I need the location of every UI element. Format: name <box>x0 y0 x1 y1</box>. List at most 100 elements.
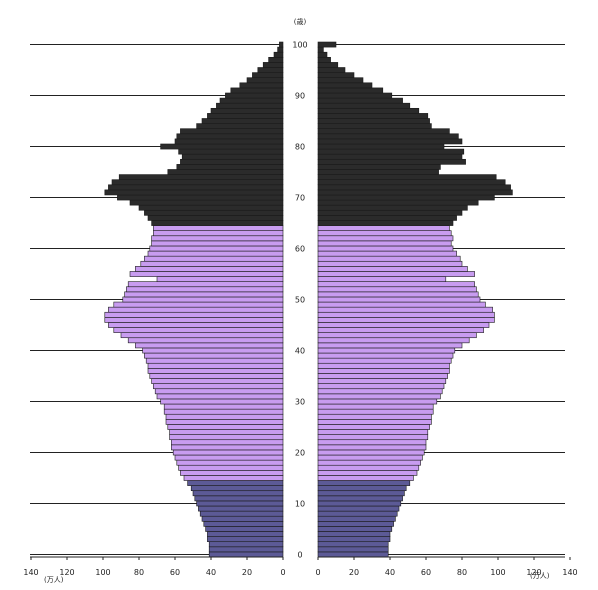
bar-left-age-68 <box>138 204 284 211</box>
bar-left-age-99 <box>277 46 284 53</box>
bar-right-age-8 <box>317 510 398 517</box>
bar-left-age-3 <box>207 536 284 543</box>
bar-right-age-94 <box>317 72 355 78</box>
bar-right-age-50 <box>317 296 481 303</box>
x-tick-label-left: 40 <box>206 568 216 577</box>
x-tick-label-right: 40 <box>385 568 395 577</box>
bar-left-age-13 <box>190 485 284 492</box>
bar-right-age-45 <box>317 322 490 328</box>
bar-right-age-4 <box>317 531 391 537</box>
bar-right-age-0 <box>317 551 389 558</box>
bar-left-age-73 <box>111 179 284 186</box>
bar-left-age-37 <box>147 362 284 369</box>
bar-right-age-88 <box>317 102 411 109</box>
bar-left-age-36 <box>147 368 284 374</box>
bar-right-age-48 <box>317 306 493 313</box>
bar-left-age-31 <box>156 393 284 400</box>
bar-left-age-67 <box>144 209 284 216</box>
bar-left-age-92 <box>239 82 284 89</box>
bar-left-age-52 <box>126 286 284 293</box>
x-tick-label-left: 60 <box>170 568 180 577</box>
bar-left-age-93 <box>246 77 284 84</box>
bar-left-age-7 <box>201 515 284 522</box>
bar-left-age-2 <box>208 541 284 548</box>
bar-left-age-39 <box>144 352 284 359</box>
bar-left-age-69 <box>129 199 284 206</box>
bar-left-age-90 <box>225 92 284 99</box>
age-unit-label: (歳) <box>294 17 307 26</box>
bar-right-age-2 <box>317 541 389 548</box>
bar-right-age-68 <box>317 204 468 211</box>
axis-lines <box>30 556 571 560</box>
bar-left-age-100 <box>279 41 284 48</box>
bar-right-age-24 <box>317 429 429 435</box>
bar-left-age-84 <box>196 123 284 129</box>
bar-left-age-42 <box>127 337 284 344</box>
bar-right-age-22 <box>317 439 427 446</box>
bar-left-age-25 <box>167 424 284 430</box>
bar-right-age-15 <box>317 475 414 481</box>
bar-right-age-46 <box>317 317 495 323</box>
bar-right-age-25 <box>317 424 430 430</box>
bar-right-age-95 <box>317 67 346 73</box>
bar-left-age-5 <box>205 526 284 532</box>
bar-left-age-32 <box>154 388 284 395</box>
bar-right-age-19 <box>317 454 423 461</box>
bar-right-age-14 <box>317 480 411 486</box>
bar-right-age-32 <box>317 388 443 395</box>
age-tick-label: 40 <box>295 346 305 355</box>
left-bars <box>104 41 284 558</box>
bar-right-age-11 <box>317 495 403 502</box>
bar-right-age-26 <box>317 419 432 425</box>
bar-right-age-27 <box>317 413 432 420</box>
bar-left-age-83 <box>180 128 284 135</box>
bar-left-age-46 <box>104 317 284 323</box>
bar-left-age-40 <box>142 347 284 354</box>
bar-right-age-77 <box>317 158 466 165</box>
bar-right-age-49 <box>317 301 486 308</box>
bar-right-age-13 <box>317 485 407 492</box>
bar-right-age-99 <box>317 46 324 53</box>
bar-left-age-70 <box>117 194 284 201</box>
bar-left-age-34 <box>151 378 284 384</box>
x-tick-label-left: 120 <box>59 568 74 577</box>
bar-left-age-22 <box>171 439 284 446</box>
bar-right-age-85 <box>317 118 430 124</box>
bar-left-age-91 <box>230 87 284 94</box>
bar-right-age-84 <box>317 123 432 129</box>
age-tick-label: 50 <box>295 296 305 305</box>
x-tick-label-right: 20 <box>349 568 359 577</box>
bar-right-age-80 <box>317 143 445 150</box>
bar-right-age-51 <box>317 291 479 298</box>
bar-left-age-81 <box>174 138 284 145</box>
bar-right-age-35 <box>317 373 448 379</box>
bar-left-age-19 <box>174 454 284 461</box>
bar-left-age-53 <box>127 281 284 288</box>
bar-right-age-56 <box>317 266 468 272</box>
bar-left-age-4 <box>207 531 284 537</box>
bar-right-age-96 <box>317 62 339 68</box>
bar-right-age-43 <box>317 332 477 339</box>
bar-right-age-64 <box>317 225 450 231</box>
bar-right-age-52 <box>317 286 477 293</box>
bar-left-age-59 <box>147 250 284 257</box>
bar-left-age-26 <box>165 419 284 425</box>
bar-left-age-61 <box>151 240 284 247</box>
x-tick-label-left: 140 <box>23 568 38 577</box>
bar-right-age-70 <box>317 194 495 201</box>
right-bars <box>317 41 513 558</box>
bar-left-age-74 <box>118 174 284 180</box>
bar-left-age-79 <box>178 148 284 155</box>
bar-left-age-96 <box>262 62 284 68</box>
bar-right-age-6 <box>317 521 394 527</box>
bar-right-age-42 <box>317 337 470 344</box>
bar-left-age-88 <box>216 102 284 109</box>
bar-right-age-55 <box>317 271 475 277</box>
bar-right-age-93 <box>317 77 364 84</box>
bar-left-age-66 <box>147 215 284 221</box>
bar-right-age-33 <box>317 383 445 390</box>
bar-right-age-60 <box>317 245 454 252</box>
bar-right-age-21 <box>317 444 427 451</box>
bar-right-age-58 <box>317 255 461 262</box>
x-tick-label-right: 120 <box>526 568 541 577</box>
